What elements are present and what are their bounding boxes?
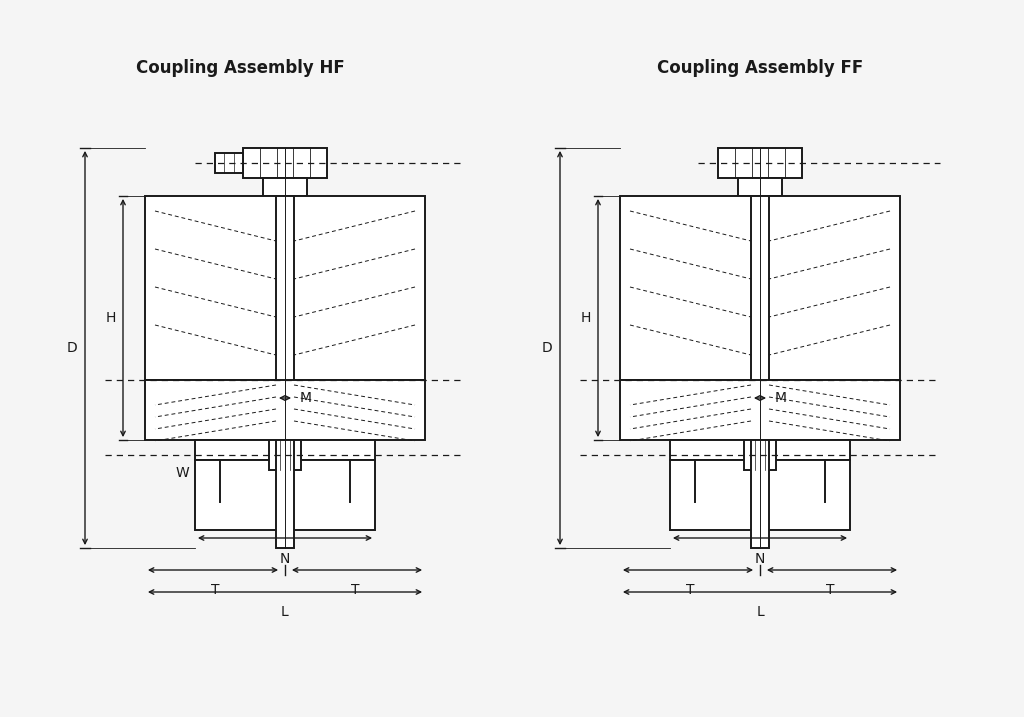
Text: T: T — [211, 583, 219, 597]
Text: L: L — [756, 605, 764, 619]
Bar — [145, 380, 425, 440]
Bar — [195, 440, 375, 460]
Text: T: T — [686, 583, 694, 597]
Bar — [263, 178, 307, 196]
Bar — [215, 153, 243, 173]
Text: M: M — [300, 391, 312, 405]
Text: T: T — [825, 583, 835, 597]
Text: L: L — [282, 605, 289, 619]
Bar — [744, 440, 776, 470]
Text: W: W — [175, 466, 189, 480]
Bar — [751, 196, 769, 440]
Text: Coupling Assembly FF: Coupling Assembly FF — [656, 59, 863, 77]
Text: H: H — [105, 311, 116, 325]
Bar — [276, 440, 294, 548]
Bar — [718, 148, 802, 178]
Bar — [620, 196, 900, 380]
Text: D: D — [67, 341, 77, 355]
Bar — [243, 148, 327, 178]
Bar — [670, 460, 850, 530]
Bar — [620, 380, 900, 440]
Bar — [670, 440, 850, 460]
Text: T: T — [351, 583, 359, 597]
Text: M: M — [775, 391, 787, 405]
Text: H: H — [581, 311, 591, 325]
Bar — [145, 196, 425, 380]
Bar — [738, 178, 782, 196]
Text: N: N — [280, 552, 290, 566]
Bar — [195, 460, 375, 530]
Text: D: D — [542, 341, 552, 355]
Text: N: N — [755, 552, 765, 566]
Text: Coupling Assembly HF: Coupling Assembly HF — [135, 59, 344, 77]
Bar — [751, 440, 769, 548]
Bar — [269, 440, 301, 470]
Bar — [276, 196, 294, 440]
